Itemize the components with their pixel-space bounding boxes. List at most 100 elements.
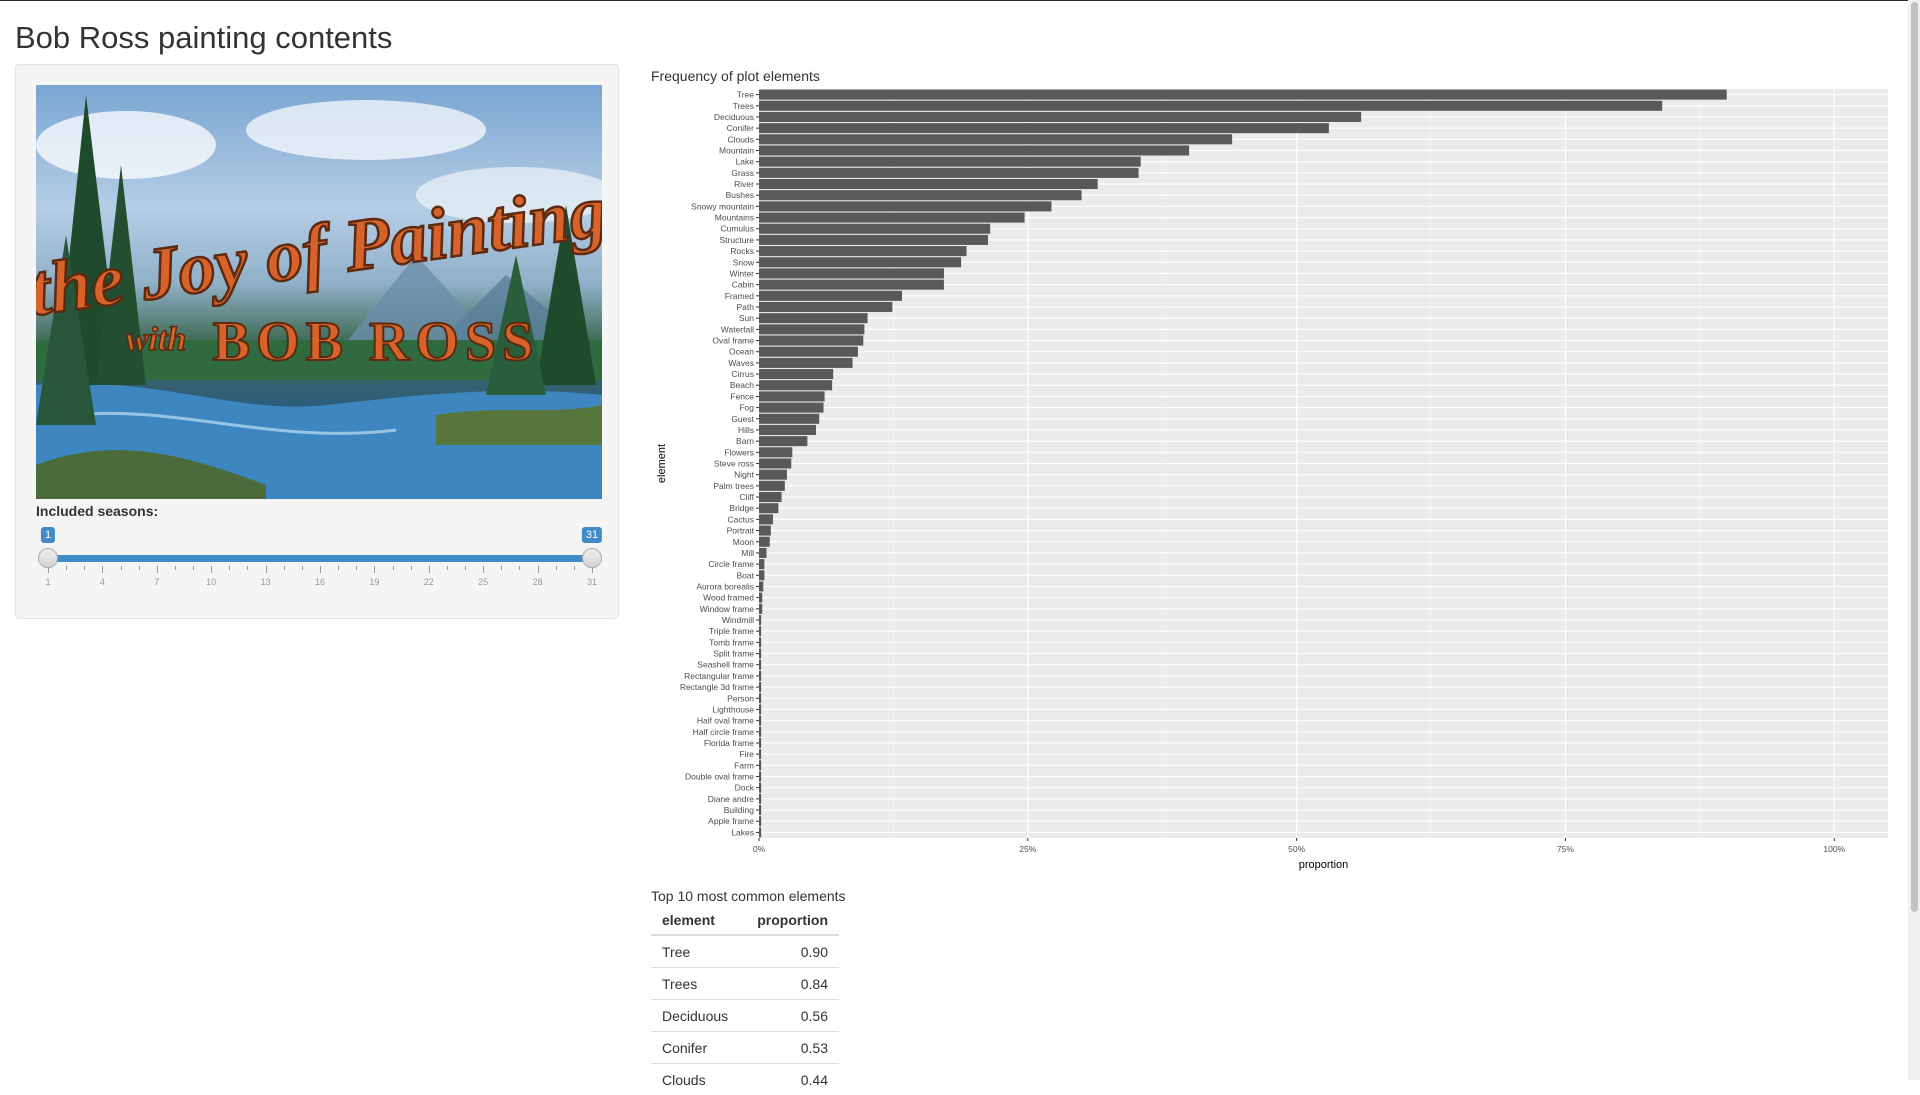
table-cell-element: Clouds: [651, 1064, 745, 1095]
y-tick-label: Path: [737, 302, 755, 312]
y-tick-label: Hills: [738, 425, 754, 435]
y-tick-label: Tomb frame: [709, 637, 754, 647]
bar: [759, 90, 1727, 100]
bar: [759, 391, 825, 401]
y-tick-label: Apple frame: [708, 816, 754, 826]
y-tick-label: Flowers: [724, 447, 754, 457]
bar: [759, 436, 807, 446]
bar: [759, 604, 762, 614]
scrollbar-thumb[interactable]: [1911, 2, 1918, 912]
y-tick-label: Rocks: [730, 246, 754, 256]
bar: [759, 235, 988, 245]
bar: [759, 335, 863, 345]
slider-tick: [247, 566, 248, 570]
y-tick-label: Lake: [736, 157, 755, 167]
bar: [759, 213, 1025, 223]
slider-tick: [393, 566, 394, 570]
y-tick-label: Triple frame: [709, 626, 754, 636]
slider-tick: [84, 566, 85, 570]
slider-tick-label: 19: [369, 577, 379, 587]
bar: [759, 313, 868, 323]
slider-major-tick: [266, 566, 267, 573]
y-tick-label: Split frame: [713, 649, 754, 659]
y-tick-label: Lakes: [731, 827, 754, 837]
bar: [759, 570, 764, 580]
bar: [759, 123, 1329, 133]
slider-tick: [501, 566, 502, 570]
bar: [759, 771, 761, 781]
hero-title-bob-ross: BOB ROSS: [213, 311, 540, 373]
hero-title-with: with: [126, 321, 186, 358]
bar: [759, 481, 785, 491]
y-tick-label: Aurora borealis: [696, 581, 754, 591]
bar: [759, 548, 767, 558]
slider-tick: [574, 566, 575, 570]
bar: [759, 738, 761, 748]
bar: [759, 716, 761, 726]
y-tick-label: Oval frame: [712, 336, 754, 346]
slider-major-tick: [429, 566, 430, 573]
y-tick-label: Farm: [734, 760, 754, 770]
bar: [759, 257, 961, 267]
slider-track[interactable]: [48, 555, 592, 562]
y-tick-label: Guest: [731, 414, 754, 424]
slider-major-tick: [483, 566, 484, 573]
bar: [759, 280, 944, 290]
y-tick-label: Snowy mountain: [691, 201, 754, 211]
bar: [759, 414, 819, 424]
y-tick-label: Building: [724, 805, 755, 815]
y-tick-label: Rectangle 3d frame: [680, 682, 754, 692]
page-scrollbar[interactable]: [1908, 0, 1920, 1080]
bar: [759, 145, 1189, 155]
table-cell-element: Trees: [651, 968, 745, 1000]
slider-tick: [229, 566, 230, 570]
y-tick-label: Waterfall: [721, 324, 754, 334]
slider-tick-label: 25: [478, 577, 488, 587]
x-axis-title: proportion: [1299, 859, 1349, 871]
bar: [759, 134, 1232, 144]
bar: [759, 615, 761, 625]
y-tick-label: Moon: [733, 537, 755, 547]
x-tick-label: 50%: [1288, 844, 1305, 854]
table-row: Tree 0.90: [651, 935, 839, 968]
y-tick-label: Winter: [729, 268, 754, 278]
slider-tick-label: 13: [261, 577, 271, 587]
bar: [759, 816, 761, 826]
table-cell-element: Conifer: [651, 1032, 745, 1064]
bar: [759, 537, 770, 547]
y-tick-label: Mountains: [715, 213, 754, 223]
bar: [759, 157, 1141, 167]
y-tick-label: Half oval frame: [697, 716, 754, 726]
bar: [759, 503, 778, 513]
slider-handle-from[interactable]: [38, 548, 58, 568]
slider-tick: [356, 566, 357, 570]
bar: [759, 514, 773, 524]
table-cell-proportion: 0.56: [745, 1000, 839, 1032]
bar: [759, 649, 761, 659]
slider-tick: [338, 566, 339, 570]
x-tick-label: 25%: [1019, 844, 1036, 854]
slider-tick: [193, 566, 194, 570]
slider-tick-label: 31: [587, 577, 597, 587]
y-tick-label: Palm trees: [713, 481, 754, 491]
y-tick-label: Sun: [739, 313, 754, 323]
slider-tick: [447, 566, 448, 570]
slider-handle-to[interactable]: [582, 548, 602, 568]
y-tick-label: Waves: [728, 358, 754, 368]
bar: [759, 470, 787, 480]
table-row: Deciduous 0.56: [651, 1000, 839, 1032]
bar: [759, 347, 858, 357]
y-tick-label: Mountain: [719, 145, 754, 155]
table-cell-element: Deciduous: [651, 1000, 745, 1032]
bar: [759, 783, 761, 793]
page-title: Bob Ross painting contents: [15, 20, 392, 56]
bar: [759, 626, 761, 636]
slider-major-tick: [374, 566, 375, 573]
bar: [759, 749, 761, 759]
slider-tick-label: 10: [206, 577, 216, 587]
y-tick-label: Boat: [737, 570, 755, 580]
table-header-row: element proportion: [651, 906, 839, 935]
slider-tick-label: 1: [45, 577, 50, 587]
y-tick-label: Cactus: [728, 514, 754, 524]
